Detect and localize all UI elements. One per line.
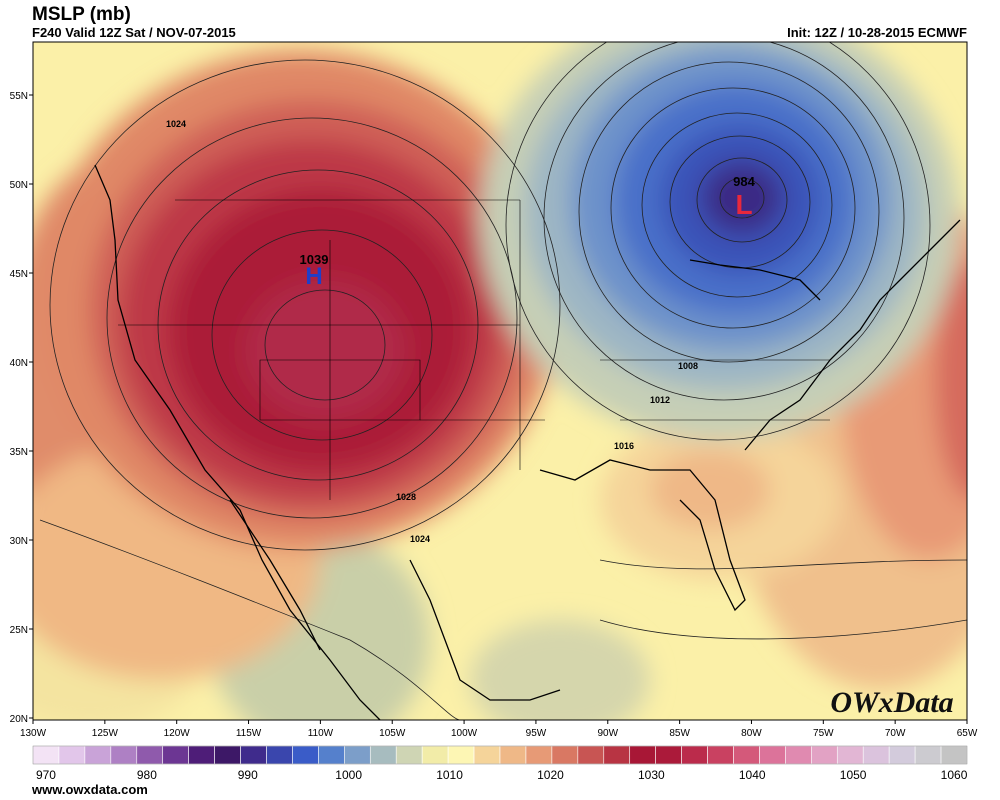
map-frame xyxy=(32,41,968,721)
legend-swatch xyxy=(551,745,579,765)
isobar-label: 1024 xyxy=(166,119,186,129)
legend-swatch xyxy=(785,745,812,765)
lon-label: 130W xyxy=(20,728,47,739)
legend-label: 1050 xyxy=(840,768,867,782)
legend-swatch xyxy=(629,745,656,765)
legend-swatch xyxy=(759,745,786,765)
legend-swatch xyxy=(811,745,838,765)
state-borders xyxy=(118,199,830,500)
isobars xyxy=(39,42,967,720)
legend-swatch xyxy=(888,745,916,765)
legend-frame xyxy=(32,745,968,765)
isobar-label: 1016 xyxy=(614,441,634,451)
legend-label: 990 xyxy=(238,768,258,782)
isobar-label: 1024 xyxy=(410,534,430,544)
latitude-axis: 55N 50N 45N 40N 35N 30N 25N 20N xyxy=(10,91,33,725)
high-pressure-center: 1039 H xyxy=(300,252,329,290)
legend-swatch xyxy=(58,745,86,765)
lon-label: 65W xyxy=(957,728,978,739)
legend-label: 1010 xyxy=(436,768,463,782)
pressure-field xyxy=(33,42,967,720)
legend-swatch xyxy=(136,745,164,765)
legend-swatch xyxy=(292,745,319,765)
high-value: 1039 xyxy=(300,252,329,267)
lon-label: 120W xyxy=(164,728,191,739)
map-title: MSLP (mb) xyxy=(32,4,131,25)
lon-label: 75W xyxy=(813,728,834,739)
coastlines xyxy=(94,164,961,720)
valid-time: F240 Valid 12Z Sat / NOV-07-2015 xyxy=(32,25,236,40)
footer-url[interactable]: www.owxdata.com xyxy=(32,782,148,797)
high-letter: H xyxy=(305,263,322,290)
watermark: OWxData xyxy=(830,686,953,719)
lat-label: 20N xyxy=(10,714,28,725)
legend-swatch xyxy=(681,745,708,765)
low-value: 984 xyxy=(733,174,755,189)
low-letter: L xyxy=(735,189,752,220)
legend-label: 980 xyxy=(137,768,157,782)
legend-label: 1030 xyxy=(638,768,665,782)
legend-swatch xyxy=(655,745,682,765)
lon-label: 95W xyxy=(526,728,547,739)
lon-label: 105W xyxy=(379,728,406,739)
init-time: Init: 12Z / 10-28-2015 ECMWF xyxy=(787,25,967,40)
legend-swatch xyxy=(525,745,553,765)
legend-swatch xyxy=(84,745,112,765)
lon-label: 90W xyxy=(597,728,618,739)
lat-label: 55N xyxy=(10,91,28,102)
lat-label: 35N xyxy=(10,447,28,458)
legend-swatch xyxy=(395,745,423,765)
isobar-labels: 1024 1028 1024 1008 1012 1016 xyxy=(166,119,698,544)
legend-label: 970 xyxy=(36,768,56,782)
legend-swatch xyxy=(707,745,734,765)
legend-swatch xyxy=(110,745,138,765)
legend-swatch xyxy=(862,745,890,765)
legend-swatch xyxy=(369,745,397,765)
legend-label: 1000 xyxy=(335,768,362,782)
legend-swatch xyxy=(266,745,293,765)
legend-label: 1060 xyxy=(941,768,968,782)
lon-label: 125W xyxy=(92,728,119,739)
legend-label: 1020 xyxy=(537,768,564,782)
legend-swatch xyxy=(32,745,60,765)
lon-label: 85W xyxy=(669,728,690,739)
lat-label: 25N xyxy=(10,625,28,636)
legend-swatch xyxy=(318,745,345,765)
lat-label: 45N xyxy=(10,269,28,280)
legend-swatch xyxy=(240,745,267,765)
lat-label: 50N xyxy=(10,180,28,191)
lon-label: 80W xyxy=(741,728,762,739)
legend-swatch xyxy=(344,745,371,765)
lon-label: 70W xyxy=(885,728,906,739)
longitude-axis: 130W 125W 120W 115W 110W 105W 100W 95W 90W 85W 80W… xyxy=(20,720,978,739)
legend-label: 1040 xyxy=(739,768,766,782)
legend-swatch xyxy=(603,745,631,765)
isobar-label: 1028 xyxy=(396,492,416,502)
legend-swatch xyxy=(836,745,864,765)
pressure-legend: 970 980 990 1000 1010 1020 1030 1040 1050 1060 xyxy=(32,745,968,782)
isobar-label: 1008 xyxy=(678,361,698,371)
lon-label: 115W xyxy=(236,728,262,739)
low-pressure-center: 984 L xyxy=(733,174,755,220)
lon-label: 110W xyxy=(308,728,334,739)
legend-swatch xyxy=(188,745,215,765)
lat-label: 30N xyxy=(10,536,28,547)
legend-swatch xyxy=(214,745,241,765)
legend-swatch xyxy=(577,745,605,765)
lat-label: 40N xyxy=(10,358,28,369)
legend-swatch xyxy=(473,745,501,765)
legend-swatch xyxy=(421,745,449,765)
legend-swatch xyxy=(162,745,189,765)
legend-swatch xyxy=(733,745,760,765)
legend-swatch xyxy=(914,745,942,765)
legend-swatch xyxy=(940,745,968,765)
legend-swatch xyxy=(499,745,527,765)
lon-label: 100W xyxy=(451,728,478,739)
legend-swatch xyxy=(447,745,475,765)
isobar-label: 1012 xyxy=(650,395,670,405)
